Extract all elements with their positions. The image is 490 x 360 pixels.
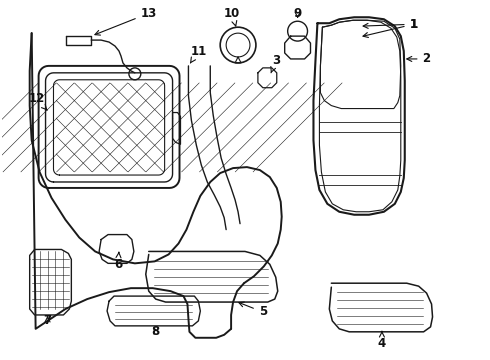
Text: 1: 1 [363, 18, 418, 37]
Text: 1: 1 [363, 18, 418, 31]
Text: 12: 12 [28, 92, 47, 110]
Text: 10: 10 [224, 7, 240, 26]
Text: 9: 9 [294, 7, 302, 20]
Text: 11: 11 [190, 45, 206, 63]
Text: 7: 7 [44, 314, 51, 327]
Text: 3: 3 [271, 54, 280, 73]
Text: 2: 2 [407, 53, 431, 66]
Text: 13: 13 [95, 7, 157, 35]
Text: 4: 4 [378, 332, 386, 350]
Text: 6: 6 [114, 252, 122, 271]
Text: 8: 8 [151, 325, 160, 338]
Text: 5: 5 [239, 302, 267, 319]
